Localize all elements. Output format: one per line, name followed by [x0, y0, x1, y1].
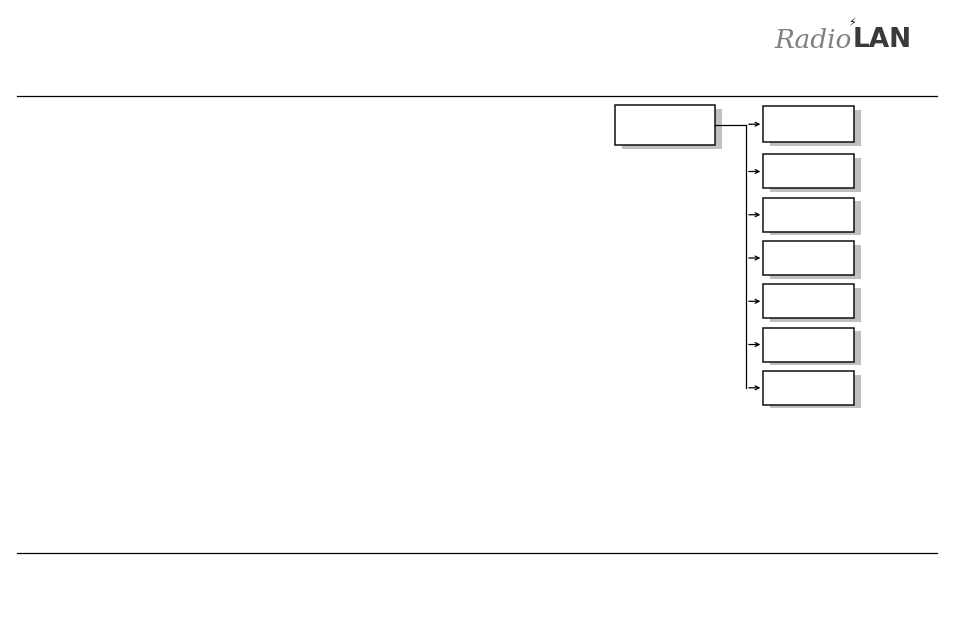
Bar — [769, 331, 860, 365]
Bar — [762, 154, 853, 188]
Bar — [769, 288, 860, 322]
Text: LAN: LAN — [852, 27, 911, 53]
Bar — [762, 371, 853, 405]
Bar — [762, 198, 853, 232]
Bar — [621, 109, 721, 149]
Bar — [762, 284, 853, 318]
Text: Radio: Radio — [774, 28, 851, 53]
Bar — [769, 110, 860, 146]
Text: ⚡: ⚡ — [847, 18, 855, 28]
Bar — [769, 375, 860, 408]
Bar — [769, 158, 860, 192]
Bar — [762, 106, 853, 142]
Bar — [769, 201, 860, 235]
Bar — [762, 328, 853, 362]
Bar — [762, 241, 853, 275]
Bar — [769, 245, 860, 279]
Bar — [615, 105, 715, 145]
